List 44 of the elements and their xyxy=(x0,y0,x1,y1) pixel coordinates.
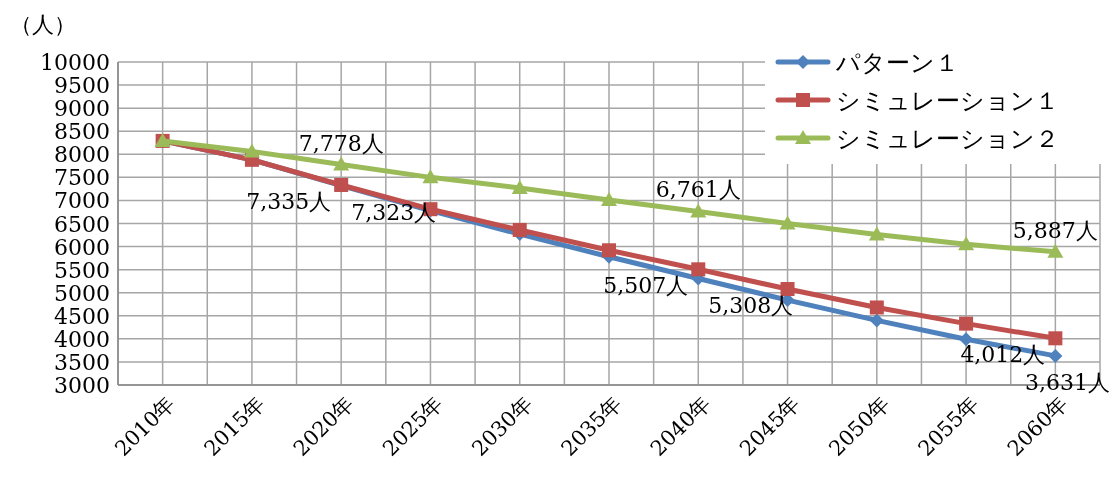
legend-label: シミュレーション２ xyxy=(836,125,1059,153)
y-tick-label: 9000 xyxy=(54,96,110,122)
point xyxy=(422,169,439,184)
data-label: 3,631人 xyxy=(1025,369,1110,395)
y-tick-label: 7000 xyxy=(54,188,110,214)
point xyxy=(243,143,260,158)
y-tick-label: 3500 xyxy=(54,349,110,375)
y-tick-label: 5000 xyxy=(54,280,110,306)
y-tick-label: 8500 xyxy=(54,119,110,145)
point xyxy=(511,179,528,194)
point xyxy=(959,316,974,331)
point xyxy=(333,156,350,171)
y-tick-label: 9500 xyxy=(54,73,110,99)
legend-label: パターン１ xyxy=(835,49,959,77)
y-tick-label: 6500 xyxy=(54,211,110,237)
y-tick-label: 3000 xyxy=(54,373,110,398)
y-tick-label: 4500 xyxy=(54,303,110,329)
point xyxy=(691,262,706,277)
y-tick-label: 8000 xyxy=(54,142,110,168)
y-axis-title: （人） xyxy=(10,12,76,37)
point xyxy=(869,313,884,328)
y-tick-label: 4000 xyxy=(54,326,110,352)
y-tick-label: 7500 xyxy=(54,165,110,191)
point xyxy=(1047,243,1064,258)
legend-label: シミュレーション１ xyxy=(836,87,1059,115)
point xyxy=(868,226,885,241)
point xyxy=(869,300,884,315)
point xyxy=(1048,348,1063,363)
point xyxy=(602,243,616,258)
y-tick-label: 10000 xyxy=(40,50,110,75)
data-label: 7,778人 xyxy=(298,130,384,156)
data-label: 5,507人 xyxy=(603,273,689,299)
data-label: 6,761人 xyxy=(655,177,741,203)
point xyxy=(958,236,975,251)
y-tick-label: 6000 xyxy=(54,234,110,260)
point xyxy=(779,215,796,230)
point xyxy=(512,222,527,237)
data-label: 7,335人 xyxy=(246,188,332,214)
point xyxy=(1048,331,1063,346)
point xyxy=(690,203,707,218)
data-label: 5,308人 xyxy=(708,292,794,318)
data-label: 5,887人 xyxy=(1012,217,1098,243)
point xyxy=(601,191,617,206)
y-tick-label: 5500 xyxy=(54,257,110,283)
